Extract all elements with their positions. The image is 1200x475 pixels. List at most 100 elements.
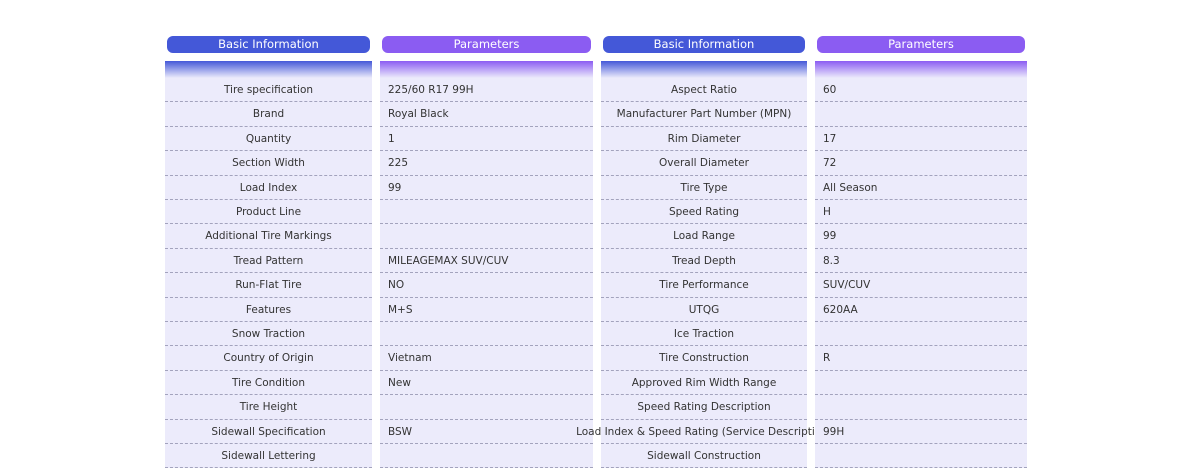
spec-value: NO [380,273,593,298]
label-text: Tire Performance [659,279,749,292]
spec-label: UTQG [601,297,807,322]
label-text: Product Line [235,206,302,218]
label-text: Run-Flat Tire [235,279,302,292]
label-text: Speed Rating Description [637,401,771,414]
spec-value: 60 [815,78,1027,103]
spec-label: Tire Construction [601,346,807,371]
spec-value [380,322,593,347]
spec-label: Approved Rim Width Range [601,370,807,396]
spec-value [380,444,593,469]
spec-value: Vietnam [380,346,593,371]
spec-value: 72 [815,151,1027,176]
spec-label: Snow Traction [165,322,372,347]
header-gradient [165,61,372,78]
spec-value: 99H [815,419,1027,444]
header-pill: Basic Information [167,36,370,53]
spec-label: Tire Condition [165,370,372,396]
spec-label: Quantity [165,126,372,152]
spec-label: Manufacturer Part Number (MPN) [601,102,807,127]
spec-label: Load Range [601,224,807,249]
label-text: Overall Diameter [659,157,749,170]
spec-label: Sidewall Construction [601,444,807,469]
spec-value: R [815,346,1027,371]
spec-label: Rim Diameter [601,126,807,152]
spec-value [815,444,1027,469]
spec-label: Additional Tire Markings [165,224,372,249]
spec-label: Load Index [165,175,372,200]
label-text: Tire Condition [232,376,305,389]
label-text: Sidewall Construction [647,450,761,462]
spec-label: Sidewall Lettering [165,444,372,469]
spec-value [380,224,593,249]
spec-value [380,200,593,225]
label-text: Country of Origin [223,352,314,365]
spec-value: 99 [380,175,593,200]
label-text: Tread Depth [672,254,736,267]
label-text: Aspect Ratio [671,84,737,96]
header-gradient [815,61,1027,78]
spec-value: Royal Black [380,102,593,127]
label-text: Speed Rating [668,206,740,218]
label-text: Load Range [673,230,735,243]
spec-value: 225/60 R17 99H [380,78,593,103]
spec-label: Ice Traction [601,322,807,347]
header-pill: Parameters [817,36,1025,53]
spec-label: Tire Performance [601,273,807,298]
spec-label: Tire specification [165,78,372,103]
label-text: Approved Rim Width Range [631,376,777,389]
spec-value [815,395,1027,420]
label-text: Sidewall Specification [211,425,326,438]
spec-label: Load Index & Speed Rating (Service Descr… [576,419,832,444]
label-text: Ice Traction [673,328,735,340]
spec-label: Speed Rating [601,200,807,225]
spec-label: Speed Rating Description [601,395,807,420]
spec-value [815,370,1027,396]
spec-label: Tire Type [601,175,807,200]
label-text: Tire specification [223,84,314,96]
spec-value [380,395,593,420]
label-text: Sidewall Lettering [221,450,316,462]
label-text: Load Index & Speed Rating (Service Descr… [576,425,832,438]
label-text: Manufacturer Part Number (MPN) [616,108,792,121]
spec-label: Run-Flat Tire [165,273,372,298]
spec-value: All Season [815,175,1027,200]
spec-label: Tread Pattern [165,248,372,274]
label-text: Brand [252,108,285,121]
header-gradient [380,61,593,78]
label-text: Load Index [239,181,298,194]
spec-label: Brand [165,102,372,127]
spec-label: Tire Height [165,395,372,420]
spec-label: Country of Origin [165,346,372,371]
label-text: Rim Diameter [667,132,741,145]
header-pill: Parameters [382,36,591,53]
label-text: Tire Construction [659,352,749,365]
spec-label: Product Line [165,200,372,225]
spec-value [815,322,1027,347]
spec-value: 99 [815,224,1027,249]
spec-value: M+S [380,297,593,322]
label-text: UTQG [688,303,720,316]
label-text: Snow Traction [231,328,306,340]
label-text: Tire Type [680,181,728,194]
spec-value: 225 [380,151,593,176]
label-text: Tread Pattern [233,254,304,267]
spec-value: BSW [380,419,593,444]
label-text: Section Width [232,157,305,170]
header-gradient [601,61,807,78]
spec-value: 8.3 [815,248,1027,274]
spec-value: SUV/CUV [815,273,1027,298]
spec-label: Features [165,297,372,322]
label-text: Quantity [245,132,292,145]
spec-value: 1 [380,126,593,152]
label-text: Additional Tire Markings [205,230,332,243]
label-text: Tire Height [239,401,298,414]
spec-label: Section Width [165,151,372,176]
header-pill: Basic Information [603,36,805,53]
spec-value: 620AA [815,297,1027,322]
spec-label: Overall Diameter [601,151,807,176]
spec-value [815,102,1027,127]
spec-value: New [380,370,593,396]
spec-label: Sidewall Specification [165,419,372,444]
spec-label: Tread Depth [601,248,807,274]
